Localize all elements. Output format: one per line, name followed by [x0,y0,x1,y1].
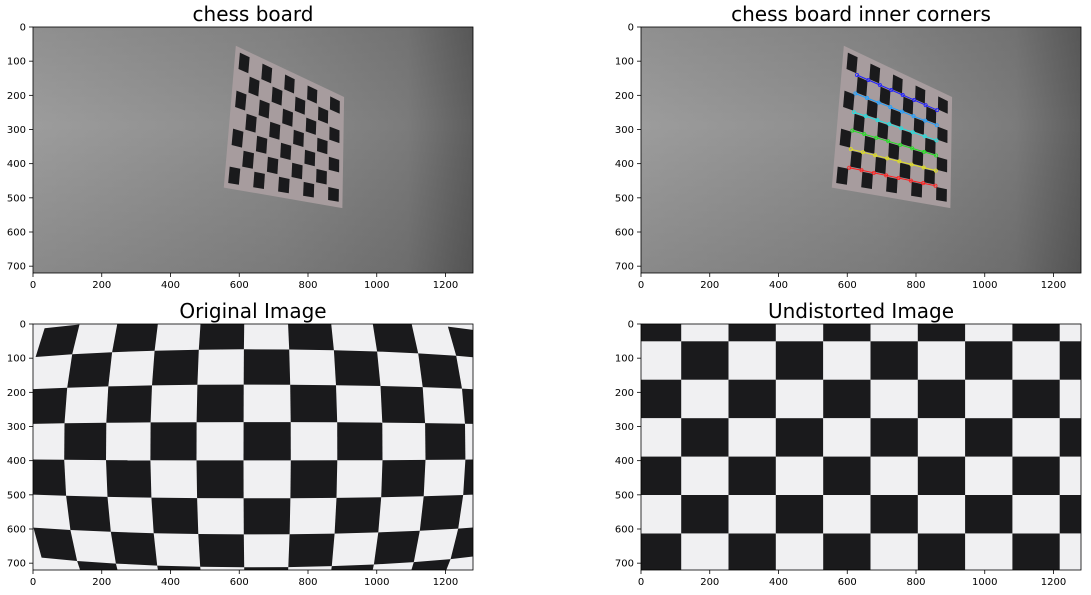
x-tick-label: 1200 [1041,280,1066,291]
x-tick-label: 1000 [972,577,997,588]
x-tick-label: 1000 [364,280,389,291]
x-tick-label: 400 [769,577,788,588]
x-tick-label: 0 [638,577,644,588]
panel-title: chess board [192,2,314,26]
y-tick-label: 700 [7,559,26,570]
x-tick-label: 400 [769,280,788,291]
y-tick-label: 500 [7,193,26,204]
x-tick-label: 800 [906,280,925,291]
x-tick-label: 0 [30,577,36,588]
y-tick-label: 700 [615,262,634,273]
y-tick-label: 200 [615,91,634,102]
panel-title: chess board inner corners [731,2,991,26]
y-tick-label: 200 [615,388,634,399]
x-tick-label: 600 [230,280,249,291]
distorted-checkerboard-closeup-photo [33,324,473,570]
x-tick-label: 200 [700,280,719,291]
x-tick-label: 1200 [433,280,458,291]
x-tick-label: 0 [638,280,644,291]
axes-frame [640,323,1082,571]
y-tick-label: 0 [20,23,26,34]
y-tick-label: 200 [7,91,26,102]
y-tick-label: 300 [7,125,26,136]
y-tick-label: 700 [7,262,26,273]
y-tick-label: 400 [615,456,634,467]
y-tick-label: 400 [7,159,26,170]
x-tick-label: 200 [92,577,111,588]
y-tick-label: 100 [615,354,634,365]
x-tick-label: 800 [298,577,317,588]
axes-frame [32,323,474,571]
x-tick-label: 0 [30,280,36,291]
panel-title: Undistorted Image [767,299,955,323]
axes-frame [640,26,1082,274]
y-tick-label: 100 [7,354,26,365]
y-tick-label: 100 [615,57,634,68]
x-tick-label: 800 [298,280,317,291]
panel-4: 0 200 400 600 800 1000 1200 0 100 200 300 400 500 600… [615,320,1082,588]
y-tick-label: 600 [615,525,634,536]
y-tick-label: 300 [615,125,634,136]
x-tick-label: 400 [161,280,180,291]
panel-1: 0 200 400 600 800 1000 1200 0 100 200 300 400 500 600… [7,23,474,291]
y-tick-label: 300 [615,422,634,433]
panel-3: 0 200 400 600 800 1000 1200 0 100 200 300 400 500 600… [7,320,474,588]
y-tick-label: 600 [615,228,634,239]
y-tick-label: 300 [7,422,26,433]
y-tick-label: 0 [628,23,634,34]
x-tick-label: 1200 [433,577,458,588]
y-tick-label: 600 [7,525,26,536]
y-tick-label: 600 [7,228,26,239]
axes-frame [32,26,474,274]
x-tick-label: 1000 [364,577,389,588]
y-tick-label: 0 [628,320,634,331]
y-tick-label: 500 [7,490,26,501]
y-tick-label: 500 [615,193,634,204]
x-tick-label: 1200 [1041,577,1066,588]
panel-2: 0 200 400 600 800 1000 1200 0 100 200 300 400 500 600… [615,23,1082,291]
x-tick-label: 200 [700,577,719,588]
y-tick-label: 400 [7,456,26,467]
x-tick-label: 400 [161,577,180,588]
grey-wall-with-checkerboard-photo [33,27,473,273]
y-tick-label: 700 [615,559,634,570]
y-tick-label: 200 [7,388,26,399]
x-tick-label: 600 [838,280,857,291]
x-tick-label: 600 [838,577,857,588]
x-tick-label: 600 [230,577,249,588]
y-tick-label: 100 [7,57,26,68]
y-tick-label: 500 [615,490,634,501]
undistorted-checkerboard-closeup-photo [641,324,1081,570]
y-tick-label: 0 [20,320,26,331]
y-tick-label: 400 [615,159,634,170]
panel-title: Original Image [179,299,327,323]
x-tick-label: 200 [92,280,111,291]
x-tick-label: 800 [906,577,925,588]
grey-wall-with-checkerboard-detected-corners-photo [641,27,1081,273]
x-tick-label: 1000 [972,280,997,291]
